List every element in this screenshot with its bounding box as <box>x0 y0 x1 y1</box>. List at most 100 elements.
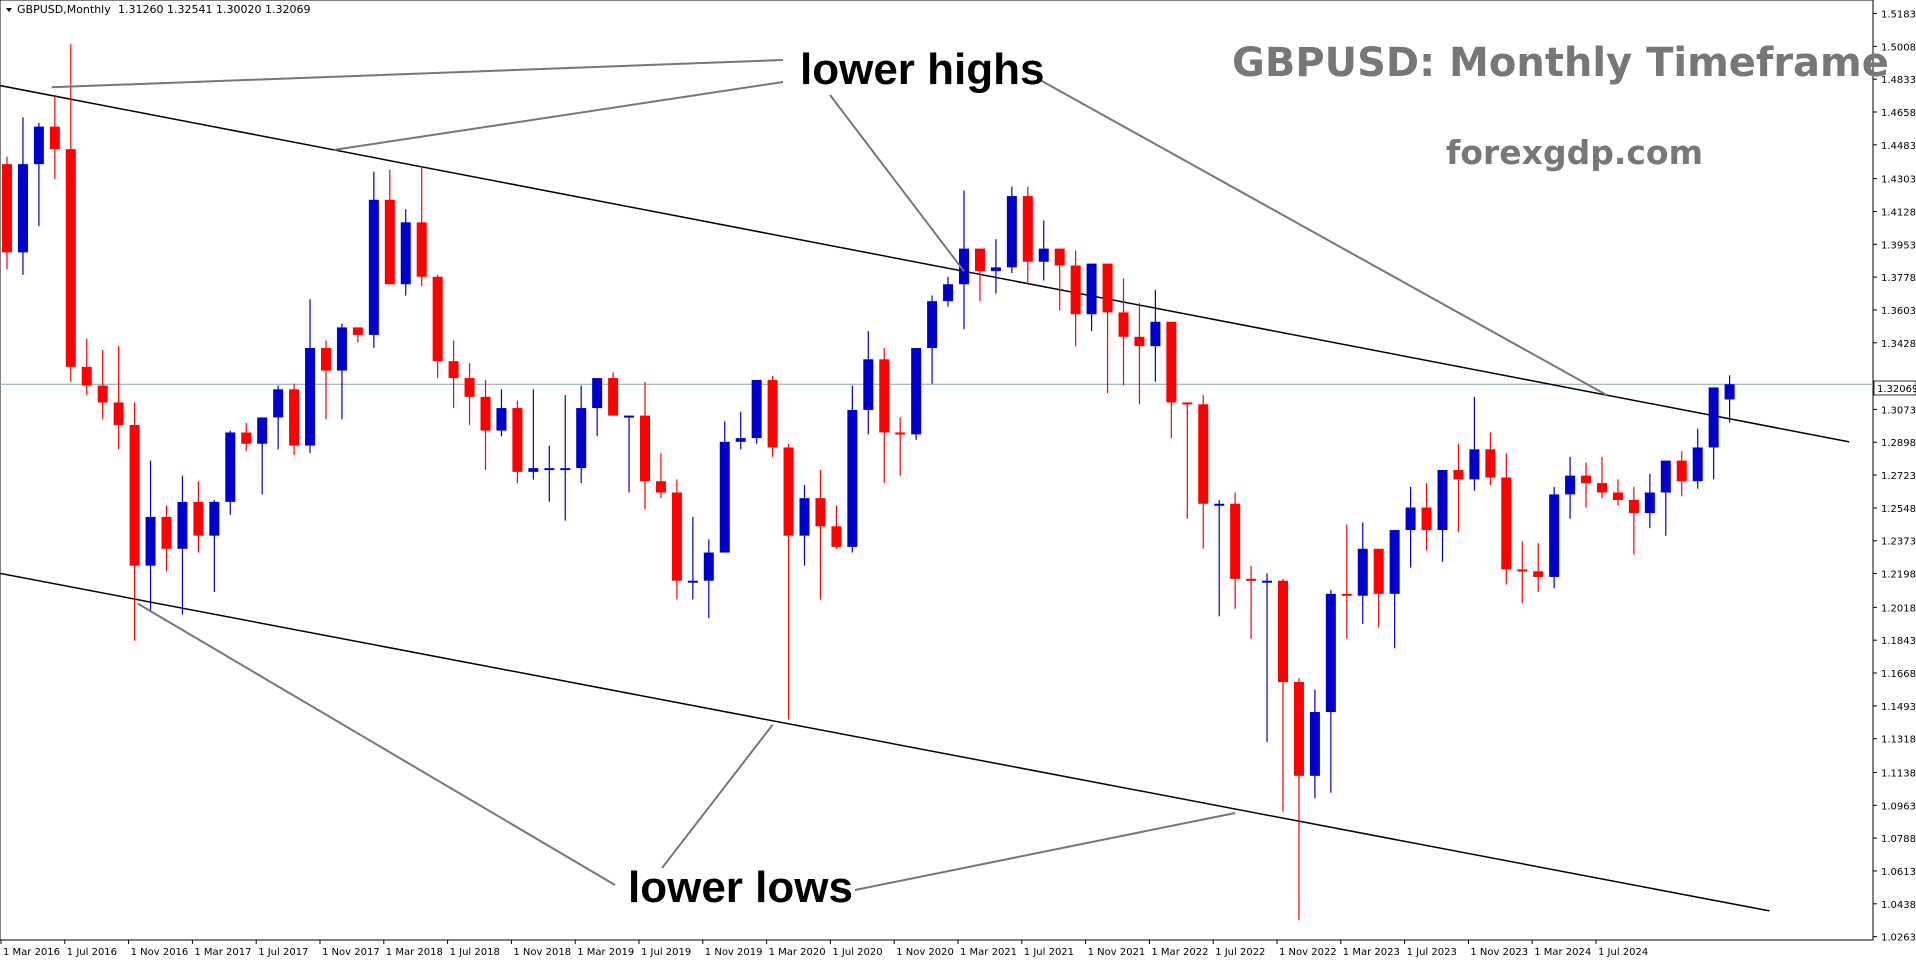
candle-body <box>1692 447 1703 482</box>
candle <box>1612 479 1623 506</box>
price-tick-label: 1.46580 <box>1881 108 1916 119</box>
annotation-layer <box>51 59 1608 891</box>
candle <box>847 385 858 553</box>
candle-body <box>1581 475 1592 484</box>
candle-body <box>49 126 60 150</box>
candle <box>1533 543 1544 592</box>
candle <box>831 505 842 549</box>
candle-body <box>1501 477 1512 570</box>
candle-body <box>1373 548 1384 594</box>
price-tick-label: 1.43030 <box>1881 175 1916 186</box>
time-tick-label: 1 Mar 2024 <box>1534 947 1591 958</box>
candle-body <box>1437 470 1448 531</box>
candle <box>1070 250 1081 347</box>
candle <box>193 481 204 553</box>
candle <box>464 363 475 425</box>
time-tick-label: 1 Nov 2022 <box>1279 947 1337 958</box>
candle-body <box>177 501 188 549</box>
candle-body <box>1038 248 1049 262</box>
ohlc-readout: 1.31260 1.32541 1.30020 1.32069 <box>118 3 310 16</box>
candle <box>129 402 140 641</box>
candle-body <box>831 526 842 547</box>
candle <box>1134 303 1145 405</box>
candle <box>1357 522 1368 624</box>
candle <box>1230 492 1241 609</box>
candle <box>783 443 794 720</box>
candle <box>863 331 874 435</box>
price-tick-label: 1.21980 <box>1881 570 1916 581</box>
price-tick-label: 1.18430 <box>1881 636 1916 647</box>
candle-body <box>257 417 268 444</box>
candle-body <box>129 424 140 566</box>
candle-body <box>1262 580 1273 583</box>
connector-lower-highs <box>1039 79 1608 397</box>
candle-body <box>624 415 635 418</box>
candle <box>65 44 76 382</box>
candle-body <box>448 361 459 379</box>
price-tick-label: 1.06130 <box>1881 867 1916 878</box>
candle-body <box>1644 492 1655 514</box>
candle <box>225 430 236 516</box>
candle-body <box>1469 449 1480 480</box>
candle-body <box>496 408 507 431</box>
candle <box>384 169 395 285</box>
candle <box>671 479 682 600</box>
candle-body <box>974 248 985 272</box>
candle <box>273 385 284 450</box>
price-tick-label: 1.23730 <box>1881 537 1916 548</box>
time-tick-label: 1 Nov 2016 <box>131 947 189 958</box>
price-tick-label: 1.34280 <box>1881 339 1916 350</box>
price-tick-label: 1.44830 <box>1881 141 1916 152</box>
candle-body <box>1134 336 1145 347</box>
candle-body <box>1724 384 1735 400</box>
candle-body <box>432 276 443 362</box>
candle <box>1485 432 1496 486</box>
candle-body <box>1405 507 1416 531</box>
candle <box>1150 289 1161 382</box>
price-tick-label: 1.04380 <box>1881 900 1916 911</box>
plot-area[interactable] <box>0 0 1874 941</box>
candle-body <box>1549 494 1560 577</box>
time-tick-label: 1 Nov 2020 <box>896 947 954 958</box>
candle <box>1182 402 1193 519</box>
candle <box>640 381 650 510</box>
price-tick-label: 1.37780 <box>1881 273 1916 284</box>
time-tick-label: 1 Jul 2021 <box>1024 947 1074 958</box>
candle-body <box>352 327 363 335</box>
candle-body <box>1278 580 1288 683</box>
candle-body <box>1676 460 1687 482</box>
connector-lower-highs <box>829 94 965 272</box>
time-tick-label: 1 Jul 2016 <box>67 947 117 958</box>
candle-body <box>1293 682 1304 776</box>
time-tick-label: 1 Jul 2024 <box>1598 947 1648 958</box>
candle <box>161 505 172 572</box>
time-tick-label: 1 Jul 2018 <box>450 947 500 958</box>
candle-body <box>1006 196 1017 268</box>
candle <box>1469 396 1480 491</box>
candle <box>767 376 778 457</box>
candle <box>624 415 635 493</box>
candle-body <box>400 222 411 285</box>
time-tick-label: 1 Jul 2019 <box>641 947 691 958</box>
time-tick-label: 1 Nov 2017 <box>322 947 380 958</box>
connector-lower-highs <box>51 59 784 89</box>
candle-body <box>1708 387 1719 448</box>
candle <box>81 338 92 395</box>
candle-body <box>1421 507 1432 531</box>
candle <box>560 394 571 521</box>
current-price-tag <box>1873 380 1916 396</box>
connector-lower-lows <box>137 602 616 886</box>
candle-body <box>480 396 491 431</box>
candle <box>927 295 938 384</box>
candle-body <box>145 516 156 566</box>
annotation-lower-highs: lower highs <box>800 45 1044 94</box>
candle-body <box>2 164 12 253</box>
candle-body <box>1565 475 1576 495</box>
candle <box>544 445 555 502</box>
candle-body <box>927 301 938 349</box>
candle-body <box>687 580 698 583</box>
symbol-dropdown-icon[interactable] <box>6 8 12 12</box>
price-tick-label: 1.51830 <box>1881 10 1916 21</box>
candle-body <box>895 432 906 435</box>
